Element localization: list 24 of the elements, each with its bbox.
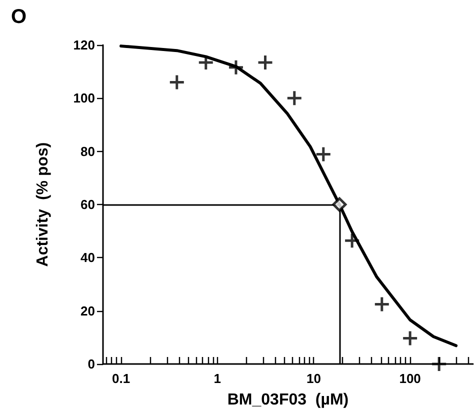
- point: [257, 54, 274, 71]
- chart-title: O: [11, 6, 27, 28]
- point: [344, 232, 360, 249]
- y-tick-label: 0: [88, 356, 95, 372]
- point: [198, 54, 214, 71]
- x-tick-label: 1: [214, 371, 221, 386]
- point: [374, 296, 390, 312]
- point: [402, 330, 418, 346]
- y-tick-label: 40: [80, 250, 95, 266]
- x-tick-label: 100: [399, 371, 421, 386]
- point: [315, 146, 332, 163]
- point: [228, 59, 244, 76]
- y-tick-label: 80: [80, 144, 95, 159]
- x-tick-label: 0.1: [112, 371, 130, 386]
- x-tick-label: 10: [306, 371, 321, 386]
- y-tick-label: 20: [80, 303, 95, 318]
- point: [168, 74, 186, 90]
- point: [286, 90, 303, 106]
- point: [430, 356, 448, 372]
- x-axis-title: BM_03F03 (µM): [227, 392, 349, 408]
- y-tick-label: 60: [80, 197, 95, 212]
- y-tick-label: 100: [73, 90, 95, 106]
- y-axis-title: Activity (% pos): [34, 142, 52, 267]
- y-tick-label: 120: [73, 38, 95, 52]
